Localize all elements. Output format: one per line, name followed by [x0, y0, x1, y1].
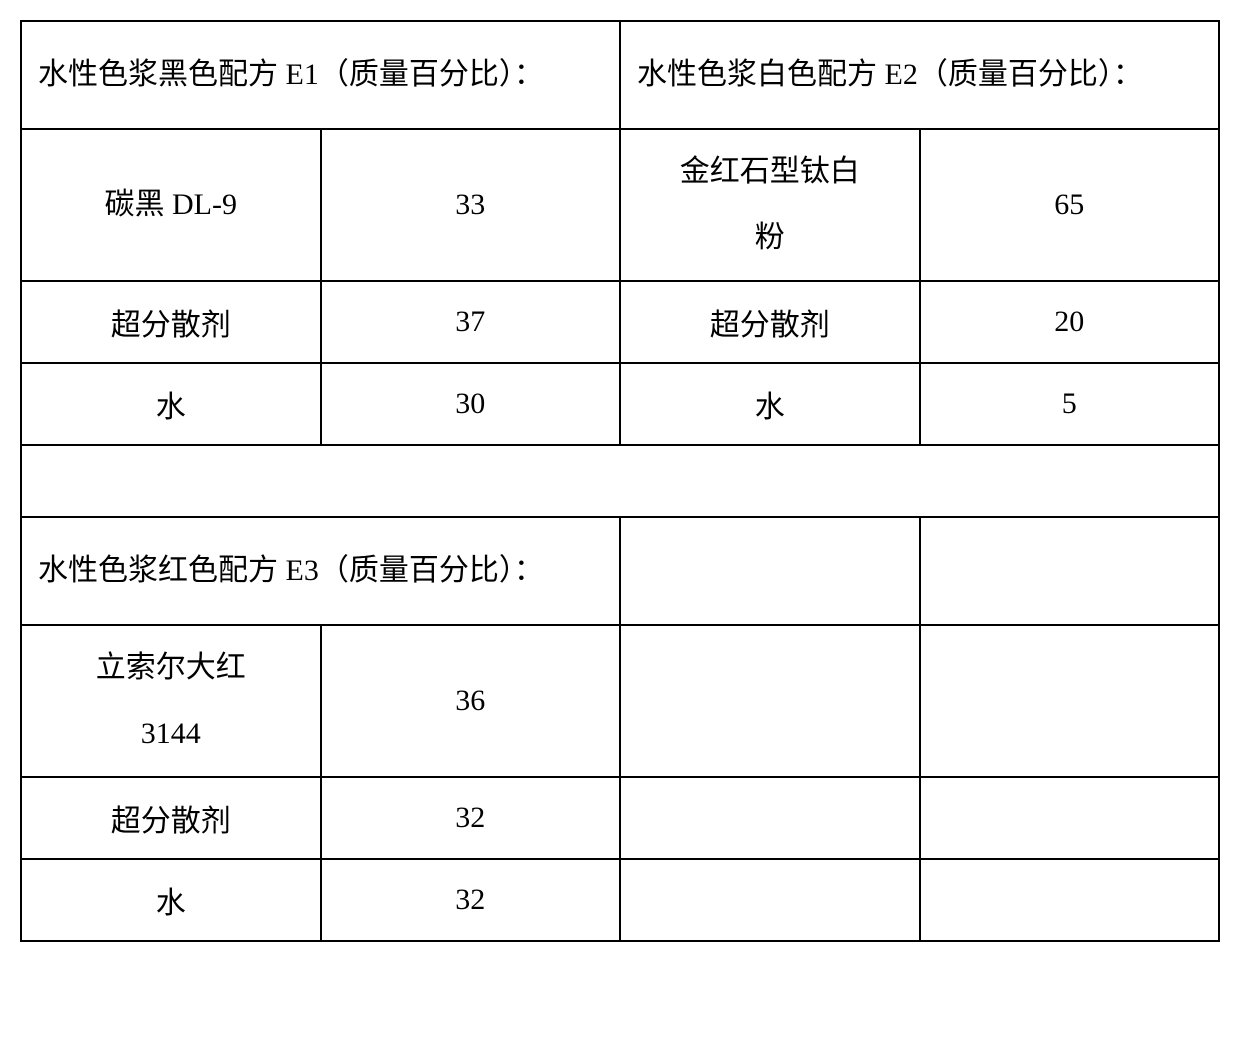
table-row: 超分散剂 37 超分散剂 20	[21, 281, 1219, 363]
e3-title: 水性色浆红色配方 E3（质量百分比）：	[21, 517, 620, 625]
table-row: 水性色浆红色配方 E3（质量百分比）：	[21, 517, 1219, 625]
e2-row1-name: 金红石型钛白 粉	[620, 129, 920, 281]
e2-row3-value: 5	[920, 363, 1220, 445]
e3-row1-name: 立索尔大红 3144	[21, 625, 321, 777]
e3-row1-name-line1: 立索尔大红	[96, 651, 246, 684]
table-row: 立索尔大红 3144 36	[21, 625, 1219, 777]
table-row: 超分散剂 32	[21, 777, 1219, 859]
empty-cell	[920, 777, 1220, 859]
e2-title: 水性色浆白色配方 E2（质量百分比）：	[620, 21, 1219, 129]
e2-row1-name-line2: 粉	[755, 221, 785, 254]
empty-cell	[920, 517, 1220, 625]
e1-row2-value: 37	[321, 281, 621, 363]
table-row: 水性色浆黑色配方 E1（质量百分比）： 水性色浆白色配方 E2（质量百分比）：	[21, 21, 1219, 129]
e3-row2-name: 超分散剂	[21, 777, 321, 859]
e1-row2-name: 超分散剂	[21, 281, 321, 363]
empty-cell	[620, 517, 920, 625]
e2-row1-value: 65	[920, 129, 1220, 281]
e3-row3-value: 32	[321, 859, 621, 941]
e2-row3-name: 水	[620, 363, 920, 445]
spacer-row	[21, 445, 1219, 517]
empty-cell	[620, 625, 920, 777]
e1-row3-value: 30	[321, 363, 621, 445]
e1-row1-name: 碳黑 DL-9	[21, 129, 321, 281]
e1-title: 水性色浆黑色配方 E1（质量百分比）：	[21, 21, 620, 129]
table-row: 水 30 水 5	[21, 363, 1219, 445]
e3-row3-name: 水	[21, 859, 321, 941]
e2-row2-name: 超分散剂	[620, 281, 920, 363]
e3-row1-name-line2: 3144	[141, 717, 201, 750]
e2-row1-name-line1: 金红石型钛白	[680, 155, 860, 188]
e1-row1-value: 33	[321, 129, 621, 281]
empty-cell	[920, 859, 1220, 941]
empty-cell	[920, 625, 1220, 777]
empty-cell	[620, 777, 920, 859]
e1-row3-name: 水	[21, 363, 321, 445]
empty-cell	[620, 859, 920, 941]
table-row: 水 32	[21, 859, 1219, 941]
e3-row2-value: 32	[321, 777, 621, 859]
e2-row2-value: 20	[920, 281, 1220, 363]
formula-table: 水性色浆黑色配方 E1（质量百分比）： 水性色浆白色配方 E2（质量百分比）： …	[20, 20, 1220, 942]
spacer-cell	[21, 445, 1219, 517]
table-row: 碳黑 DL-9 33 金红石型钛白 粉 65	[21, 129, 1219, 281]
e3-row1-value: 36	[321, 625, 621, 777]
